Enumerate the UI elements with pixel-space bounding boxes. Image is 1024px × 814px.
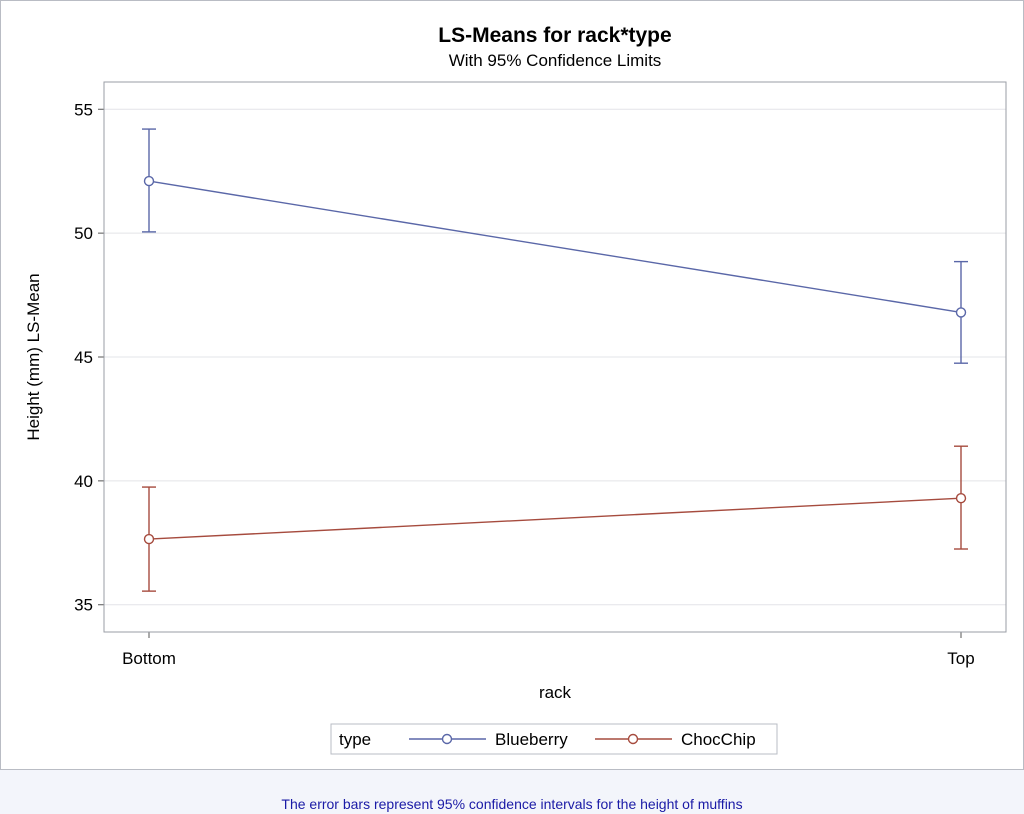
y-tick-label: 55 — [74, 100, 93, 119]
legend-marker-chocchip — [627, 733, 639, 745]
data-point-blueberry — [955, 307, 967, 318]
y-tick-label: 40 — [74, 472, 93, 491]
y-axis-label: Height (mm) LS-Mean — [24, 273, 43, 440]
series-layer — [142, 128, 968, 592]
x-axis-label: rack — [539, 683, 572, 702]
y-tick-label: 50 — [74, 224, 93, 243]
series-line-chocchip — [148, 497, 962, 540]
legend-label-blueberry: Blueberry — [495, 730, 568, 749]
legend-label-chocchip: ChocChip — [681, 730, 756, 749]
legend-marker-blueberry — [441, 733, 453, 745]
series-line-blueberry — [148, 180, 962, 314]
chart-subtitle: With 95% Confidence Limits — [449, 51, 662, 70]
chart-svg: LS-Means for rack*type With 95% Confiden… — [24, 24, 1007, 755]
data-point-blueberry — [143, 175, 155, 187]
y-tick-label: 45 — [74, 348, 93, 367]
chart-caption: The error bars represent 95% confidence … — [281, 796, 743, 812]
chart-title: LS-Means for rack*type — [438, 24, 671, 47]
plot-frame — [103, 81, 1007, 633]
grid-layer — [104, 108, 1006, 606]
x-tick-label: Top — [947, 649, 974, 668]
data-point-chocchip — [955, 493, 967, 504]
axis-layer: 35 40 45 50 55 Bottom Top — [74, 100, 975, 668]
y-tick-label: 35 — [74, 596, 93, 615]
legend: type Blueberry ChocChip — [330, 723, 778, 755]
data-point-chocchip — [143, 533, 155, 545]
chart-panel: LS-Means for rack*type With 95% Confiden… — [0, 0, 1024, 770]
legend-title: type — [339, 730, 371, 749]
x-tick-label: Bottom — [122, 649, 176, 668]
legend-frame — [330, 723, 778, 755]
